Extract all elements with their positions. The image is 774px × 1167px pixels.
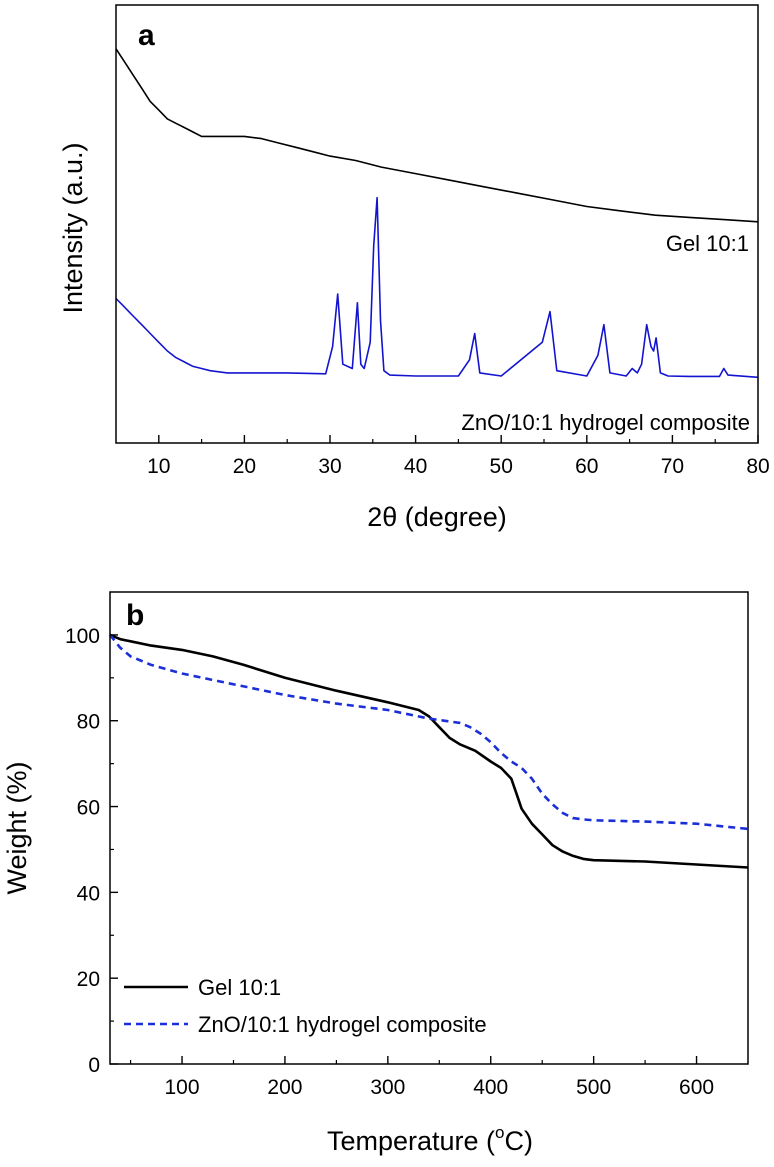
x-tick-label: 40: [404, 455, 427, 478]
x-tick-label: 300: [370, 1076, 405, 1099]
x-tick-label: 60: [575, 455, 598, 478]
panel-b-x-ticks: 100 200 300 400 500 600: [129, 1056, 714, 1099]
series-label-zno: ZnO/10:1 hydrogel composite: [461, 410, 750, 435]
panel-b-series: [108, 633, 749, 869]
legend: Gel 10:1 ZnO/10:1 hydrogel composite: [124, 975, 487, 1037]
panel-a: a 10 20 30 40 50 60 70 80 Intensity (a.u.) 2θ (…: [58, 4, 770, 532]
x-tick-label: 10: [147, 455, 170, 478]
x-tick-label: 70: [661, 455, 684, 478]
y-tick-label: 80: [77, 711, 100, 734]
y-tick-label: 60: [77, 797, 100, 820]
x-tick-label: 30: [318, 455, 341, 478]
x-tick-label: 20: [233, 455, 256, 478]
x-tick-label: 500: [576, 1076, 611, 1099]
panel-b: b 100 200 300 400 500 600 0 20 40 60 80 100 Weight…: [2, 591, 749, 1156]
panel-a-letter: a: [138, 19, 155, 52]
panel-a-ylabel: Intensity (a.u.): [58, 142, 88, 313]
panel-b-xlabel-main: Temperature (: [327, 1126, 495, 1156]
legend-label-gel: Gel 10:1: [198, 975, 281, 1000]
panel-b-xlabel-end: C): [505, 1126, 534, 1156]
y-tick-label: 40: [77, 882, 100, 905]
x-tick-label: 100: [165, 1076, 200, 1099]
series-line-zno: [115, 196, 759, 379]
panel-b-letter: b: [126, 599, 144, 632]
series-line-gel: [109, 633, 749, 869]
panel-a-frame: [115, 4, 759, 444]
x-tick-label: 600: [679, 1076, 714, 1099]
panel-a-xlabel: 2θ (degree): [367, 502, 507, 532]
panel-b-xlabel-degree: o: [495, 1123, 504, 1142]
x-tick-label: 50: [490, 455, 513, 478]
panel-a-series: [115, 48, 759, 379]
x-tick-label: 200: [267, 1076, 302, 1099]
panel-b-y-ticks: 0 20 40 60 80 100: [65, 625, 118, 1077]
y-tick-label: 0: [88, 1054, 100, 1077]
y-tick-label: 20: [77, 968, 100, 991]
panel-a-x-ticks: 10 20 30 40 50 60 70 80: [147, 435, 770, 478]
series-label-gel: Gel 10:1: [666, 231, 749, 256]
x-tick-label: 400: [473, 1076, 508, 1099]
panel-b-xlabel: Temperature (oC): [327, 1123, 533, 1156]
panel-b-ylabel: Weight (%): [2, 761, 32, 894]
series-line-zno: [108, 634, 749, 831]
legend-label-zno: ZnO/10:1 hydrogel composite: [198, 1012, 487, 1037]
x-tick-label: 80: [746, 455, 769, 478]
panel-b-frame: [109, 591, 749, 1065]
series-line-gel: [115, 48, 759, 223]
y-tick-label: 100: [65, 625, 100, 648]
